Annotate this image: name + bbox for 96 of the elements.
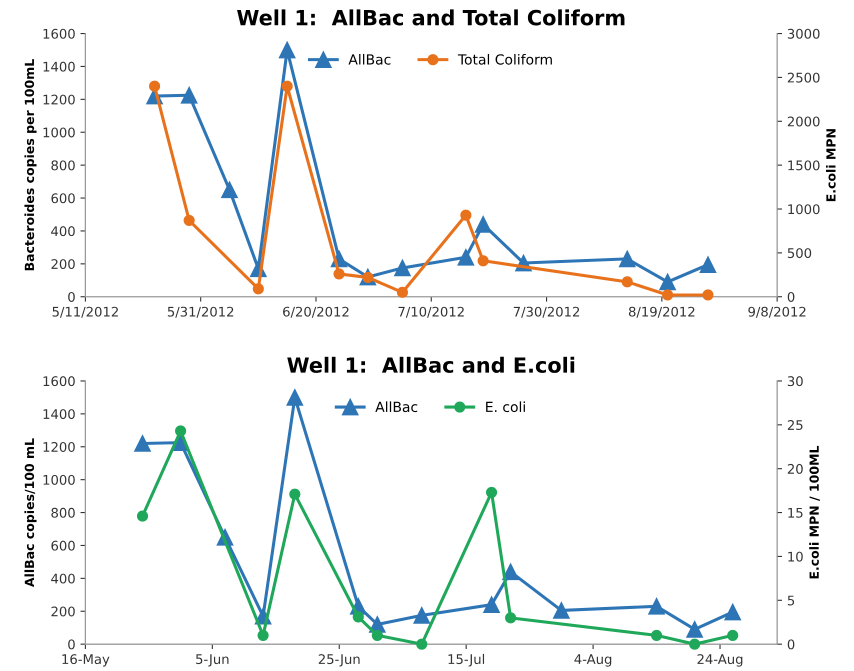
x-tick-label: 7/30/2012 — [514, 306, 580, 318]
point — [700, 256, 716, 273]
y-tick-label: 1600 — [44, 28, 75, 39]
y2-tick-label: 1500 — [788, 160, 820, 170]
y2-tick-label: 0 — [788, 292, 794, 302]
x-tick-label: 24-Aug — [697, 654, 742, 667]
point — [252, 283, 264, 294]
point — [483, 596, 500, 614]
point — [282, 80, 293, 92]
point — [724, 604, 742, 620]
y2-tick-label: 2000 — [788, 116, 820, 126]
y2-tick-label: 20 — [788, 464, 803, 474]
point — [394, 260, 411, 276]
point — [662, 289, 674, 301]
legend-label: AllBac — [348, 54, 390, 65]
y-tick-label: 600 — [51, 193, 75, 204]
point — [618, 250, 636, 268]
x-tick-label: 16-May — [62, 654, 110, 667]
point — [258, 630, 269, 641]
point — [413, 607, 430, 624]
point — [648, 598, 665, 615]
point — [505, 612, 516, 624]
y-tick-label: 1200 — [44, 94, 75, 105]
x-tick-label: 25-Jun — [318, 654, 360, 667]
point — [175, 425, 186, 437]
y2-axis-title: E.coli MPN — [826, 129, 836, 202]
point — [727, 630, 738, 641]
point — [372, 630, 383, 641]
y-tick-label: 800 — [51, 160, 75, 170]
y-tick-label: 0 — [68, 639, 75, 650]
point — [689, 638, 700, 650]
point — [651, 630, 662, 641]
point — [333, 268, 345, 280]
y-tick-label: 600 — [51, 540, 75, 551]
point — [458, 248, 474, 266]
x-tick-label: 7/10/2012 — [398, 306, 464, 318]
x-tick-label: 8/19/2012 — [628, 306, 694, 318]
y-tick-label: 800 — [51, 508, 75, 518]
y2-tick-label: 0 — [788, 639, 794, 650]
point — [659, 274, 676, 290]
y-tick-label: 200 — [51, 606, 75, 616]
y-tick-label: 1200 — [44, 442, 75, 452]
x-tick-label: 6/20/2012 — [283, 306, 348, 318]
point — [134, 435, 151, 452]
legend-label: AllBac — [375, 401, 418, 412]
point — [622, 276, 633, 288]
point — [478, 255, 489, 266]
x-tick-label: 5/31/2012 — [168, 306, 234, 318]
legend-label: Total Coliform — [458, 54, 552, 65]
y-tick-label: 1000 — [44, 127, 75, 138]
y-tick-label: 400 — [51, 226, 75, 236]
y-tick-label: 1600 — [44, 376, 75, 386]
point — [278, 42, 296, 58]
point — [486, 486, 498, 498]
y2-tick-label: 25 — [788, 420, 802, 430]
chart-title: Well 1: AllBac and Total Coliform — [237, 9, 624, 26]
legend-label: E. coli — [486, 401, 525, 412]
point — [416, 638, 428, 650]
point — [686, 621, 703, 638]
y-tick-label: 200 — [51, 259, 75, 270]
y-tick-label: 1000 — [44, 474, 75, 485]
y2-tick-label: 5 — [788, 596, 794, 606]
point — [221, 181, 238, 198]
point — [502, 563, 519, 580]
y2-tick-label: 1000 — [788, 204, 820, 214]
y-tick-label: 1400 — [44, 62, 75, 72]
point — [474, 216, 492, 233]
point — [702, 289, 714, 301]
point — [352, 611, 364, 623]
x-tick-label: 15-Jul — [448, 654, 484, 667]
point — [184, 214, 195, 226]
x-tick-label: 5-Jun — [196, 654, 228, 667]
y2-tick-label: 3000 — [788, 28, 820, 39]
y2-tick-label: 15 — [788, 508, 802, 518]
x-tick-label: 9/8/2012 — [748, 306, 806, 318]
y-axis-title: Bacteroides copies per 100mL — [24, 59, 37, 270]
y2-tick-label: 500 — [788, 248, 812, 258]
point — [396, 286, 408, 298]
chart-title: Well 1: AllBac and E.coli — [287, 356, 574, 373]
point — [286, 389, 304, 406]
x-tick-label: 4-Aug — [574, 654, 612, 667]
y2-tick-label: 2500 — [788, 72, 820, 83]
point — [149, 80, 160, 92]
y-tick-label: 1400 — [44, 409, 75, 420]
point — [553, 602, 570, 619]
y2-axis-title: E.coli MPN / 100ML — [809, 446, 820, 578]
point — [136, 510, 148, 522]
y2-tick-label: 30 — [788, 376, 803, 386]
y-tick-label: 0 — [68, 292, 75, 302]
x-tick-label: 5/11/2012 — [52, 306, 118, 318]
point — [180, 86, 198, 104]
point — [289, 488, 300, 500]
y-axis-title: AllBac copies/100 mL — [24, 438, 37, 588]
point — [460, 210, 472, 221]
y2-tick-label: 10 — [788, 552, 803, 562]
y-tick-label: 400 — [51, 574, 75, 584]
